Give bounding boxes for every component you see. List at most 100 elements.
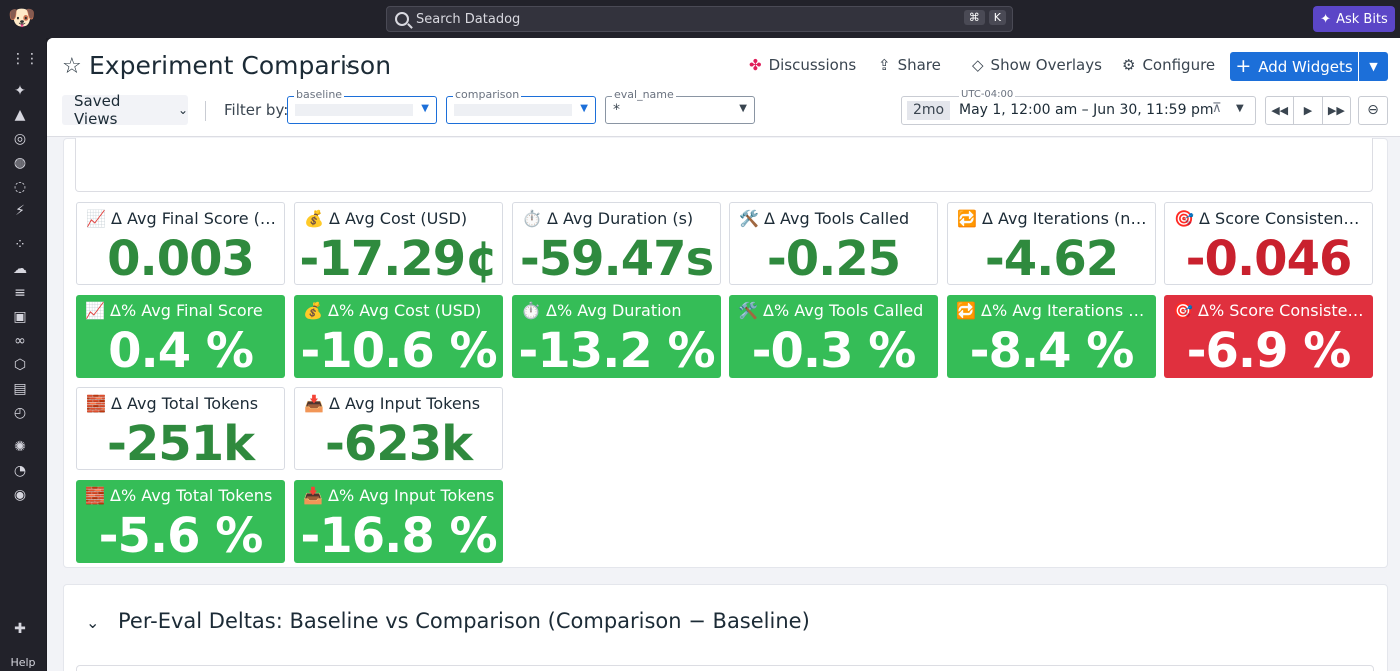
radar-icon[interactable]: ◎ <box>13 131 27 147</box>
chevron-down-icon[interactable]: ⌄ <box>343 56 355 72</box>
dashboards-icon[interactable]: ▣ <box>13 309 27 325</box>
search-icon <box>395 12 409 26</box>
time-range-picker[interactable]: 2mo May 1, 12:00 am – Jun 30, 11:59 pm ⊼… <box>901 96 1256 125</box>
divider <box>205 101 206 121</box>
zoom-out-button[interactable]: ⊖ <box>1358 96 1388 125</box>
datadog-logo-icon[interactable]: 🐶 <box>8 6 36 31</box>
widget-title: 📥 Δ Avg Input Tokens <box>304 394 494 413</box>
network-icon[interactable]: ∞ <box>14 333 26 349</box>
speed-icon[interactable]: ◔ <box>13 463 27 479</box>
saved-views-dropdown[interactable]: Saved Views ⌄ <box>62 92 188 128</box>
comparison-filter[interactable]: comparison ▼ <box>446 88 596 124</box>
search-bar[interactable]: Search Datadog ⌘ K <box>386 6 1013 32</box>
widget-emoji: 🛠️ <box>739 209 759 228</box>
cloud-icon[interactable]: ☁ <box>13 261 27 277</box>
caret-down-icon[interactable]: ▼ <box>1236 103 1244 114</box>
eval-name-filter[interactable]: eval_name * ▼ <box>605 88 755 124</box>
query-value-widget[interactable]: 💰 Δ Avg Cost (USD) -17.29¢ <box>294 202 503 285</box>
caret-down-icon: ▼ <box>580 103 588 114</box>
widget-value: -0.046 <box>1185 231 1353 285</box>
ask-bits-button[interactable]: ✦ Ask Bits <box>1313 6 1395 32</box>
widget-emoji: 💰 <box>303 301 323 320</box>
widget-value: -0.25 <box>766 231 901 285</box>
notebooks-icon[interactable]: ▤ <box>13 381 27 397</box>
discussions-button[interactable]: ✤ Discussions <box>749 56 856 74</box>
query-value-widget[interactable]: 🧱 Δ Avg Total Tokens -251k <box>76 387 285 470</box>
add-widgets-button[interactable]: + Add Widgets <box>1230 52 1358 81</box>
widget-emoji: 📈 <box>86 209 106 228</box>
configure-button[interactable]: ⚙ Configure <box>1122 56 1215 74</box>
rewind-icon[interactable]: ◀◀ <box>1266 97 1295 124</box>
eval-name-filter-value: * <box>613 102 620 118</box>
query-value-widget[interactable]: 🛠️ Δ Avg Tools Called -0.25 <box>729 202 938 285</box>
widget-value: -59.47s <box>519 231 714 285</box>
query-value-widget[interactable]: 📥 Δ% Avg Input Tokens -16.8 % <box>294 480 503 563</box>
time-preset-badge[interactable]: 2mo <box>907 101 950 120</box>
query-value-widget[interactable]: 📥 Δ Avg Input Tokens -623k <box>294 387 503 470</box>
play-icon[interactable]: ▶ <box>1294 97 1323 124</box>
widget-emoji: 🧱 <box>85 486 105 505</box>
configure-label: Configure <box>1142 56 1216 74</box>
widget-value: -10.6 % <box>300 323 497 378</box>
query-value-widget[interactable]: ⏱️ Δ% Avg Duration -13.2 % <box>512 295 721 378</box>
chart-icon[interactable]: ▲ <box>14 107 26 123</box>
partial-widget <box>76 665 1374 671</box>
lightning-icon[interactable]: ⚡ <box>15 203 25 219</box>
query-value-widget[interactable]: 🎯 Δ% Score Consistency -6.9 % <box>1164 295 1373 378</box>
query-value-widget[interactable]: 📈 Δ Avg Final Score (0-1) 0.003 <box>76 202 285 285</box>
group-title[interactable]: Per-Eval Deltas: Baseline vs Comparison … <box>118 609 810 633</box>
widget-title-text: Δ% Score Consistency <box>1198 301 1365 320</box>
widget-emoji: 💰 <box>304 209 324 228</box>
query-value-widget[interactable]: 💰 Δ% Avg Cost (USD) -10.6 % <box>294 295 503 378</box>
widget-value: -16.8 % <box>300 508 497 563</box>
logs-icon[interactable]: ≡ <box>14 285 26 301</box>
query-value-widget[interactable]: 🛠️ Δ% Avg Tools Called -0.3 % <box>729 295 938 378</box>
search-placeholder: Search Datadog <box>416 11 521 27</box>
query-value-widget[interactable]: 🧱 Δ% Avg Total Tokens -5.6 % <box>76 480 285 563</box>
show-overlays-button[interactable]: ◇ Show Overlays <box>972 56 1102 74</box>
widget-emoji: 📥 <box>303 486 323 505</box>
page-title[interactable]: Experiment Comparison <box>89 51 392 80</box>
integrations-icon[interactable]: ✚ <box>14 621 26 637</box>
widget-emoji: 📈 <box>85 301 105 320</box>
widget-value: -5.6 % <box>98 508 264 563</box>
widget-emoji: 🎯 <box>1174 209 1194 228</box>
query-value-widget[interactable]: 🎯 Δ Score Consistency (std) -0.046 <box>1164 202 1373 285</box>
baseline-filter-value <box>295 104 413 116</box>
query-value-widget[interactable]: 📈 Δ% Avg Final Score 0.4 % <box>76 295 285 378</box>
widget-title-text: Δ% Avg Total Tokens <box>110 486 273 505</box>
comparison-filter-value <box>454 104 572 116</box>
fast-forward-icon[interactable]: ▶▶ <box>1327 104 1345 117</box>
security-icon[interactable]: ⬡ <box>13 357 27 373</box>
star-icon[interactable]: ☆ <box>62 54 82 79</box>
sparkle-icon[interactable]: ✦ <box>14 83 26 99</box>
rum-icon[interactable]: ◉ <box>13 487 27 503</box>
partial-widget <box>75 138 1373 192</box>
share-button[interactable]: ⇪ Share <box>878 56 941 74</box>
query-value-widget[interactable]: 🔁 Δ% Avg Iterations (num) -8.4 % <box>947 295 1156 378</box>
widget-title-text: Δ Avg Total Tokens <box>111 394 259 413</box>
shield-icon[interactable]: ◍ <box>13 155 27 171</box>
infra-icon[interactable]: ⁘ <box>14 237 26 253</box>
help-link[interactable]: Help <box>10 656 36 669</box>
chevron-down-icon[interactable]: ⌄ <box>86 613 100 632</box>
widget-title: 🎯 Δ Score Consistency (std) <box>1174 209 1364 228</box>
baseline-filter[interactable]: baseline ▼ <box>287 88 437 124</box>
apps-icon[interactable]: ⋮⋮ <box>11 51 39 67</box>
widget-title: ⏱️ Δ Avg Duration (s) <box>522 209 712 228</box>
caret-down-icon: ▼ <box>421 103 429 114</box>
widget-title: 📈 Δ% Avg Final Score <box>85 301 277 320</box>
query-value-widget[interactable]: ⏱️ Δ Avg Duration (s) -59.47s <box>512 202 721 285</box>
synthetics-icon[interactable]: ◴ <box>13 405 27 421</box>
pin-icon[interactable]: ⊼ <box>1212 101 1222 116</box>
apm-icon[interactable]: ◌ <box>13 179 27 195</box>
widget-emoji: 🧱 <box>86 394 106 413</box>
widget-title-text: Δ Score Consistency (std) <box>1199 209 1364 228</box>
query-value-widget[interactable]: 🔁 Δ Avg Iterations (num) -4.62 <box>947 202 1156 285</box>
time-range-text[interactable]: May 1, 12:00 am – Jun 30, 11:59 pm <box>959 102 1214 118</box>
shortcut-key: ⌘ <box>963 10 985 25</box>
time-navigation: ◀◀ ▶ ▶▶ <box>1265 96 1351 125</box>
add-widgets-dropdown[interactable]: ▼ <box>1359 52 1388 81</box>
widget-value: -623k <box>324 416 473 470</box>
bug-icon[interactable]: ✺ <box>14 439 26 455</box>
